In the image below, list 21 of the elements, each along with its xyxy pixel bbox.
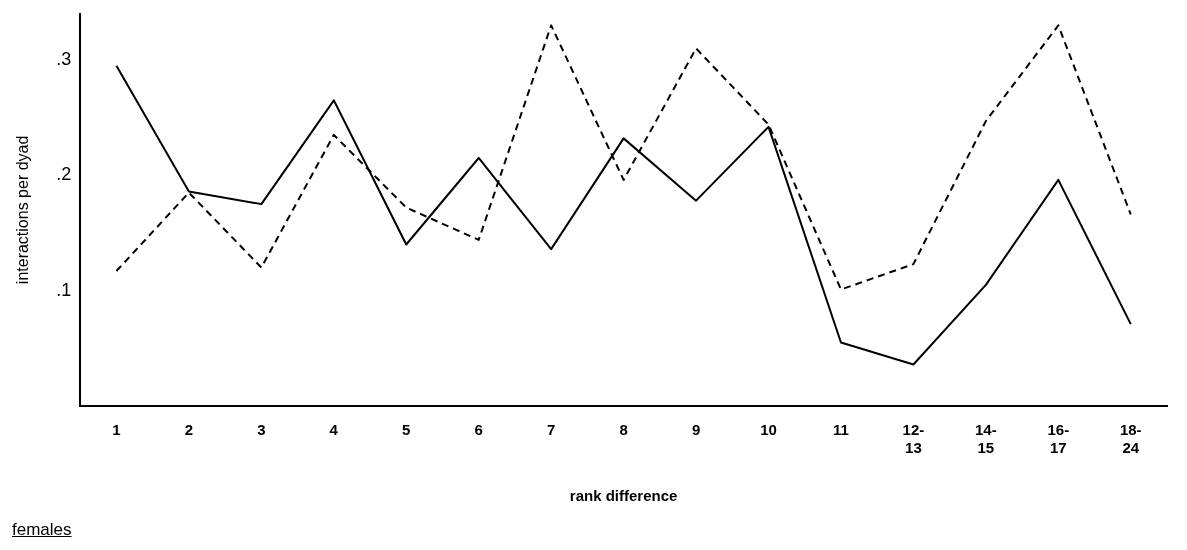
x-tick-label: 7: [546, 421, 556, 439]
text: females: [12, 520, 72, 540]
x-tick-label: 5: [402, 421, 411, 439]
x-axis-title: rank difference: [569, 487, 678, 505]
x-tick-label: 1: [112, 421, 121, 439]
x-tick-label: 4: [329, 421, 339, 439]
y-axis-title: interactions per dyad: [14, 135, 32, 285]
y-tick-label: .2: [56, 164, 72, 185]
x-tick-label: 6: [474, 421, 483, 439]
y-tick-label: .3: [56, 48, 72, 69]
x-tick-label: 11: [833, 421, 849, 439]
x-tick-label: 9: [691, 421, 701, 439]
x-tick-label: 18-24: [1119, 421, 1142, 457]
y-tick-label: .1: [56, 279, 72, 300]
x-tick-label: 12-13: [902, 421, 925, 457]
x-tick-label: 10: [760, 421, 777, 439]
x-tick-label: 3: [257, 421, 266, 439]
x-tick-label: 8: [619, 421, 628, 439]
x-tick-label: 14-15: [975, 421, 997, 457]
x-tick-label: 2: [184, 421, 194, 439]
x-tick-label: 16-17: [1047, 421, 1070, 457]
